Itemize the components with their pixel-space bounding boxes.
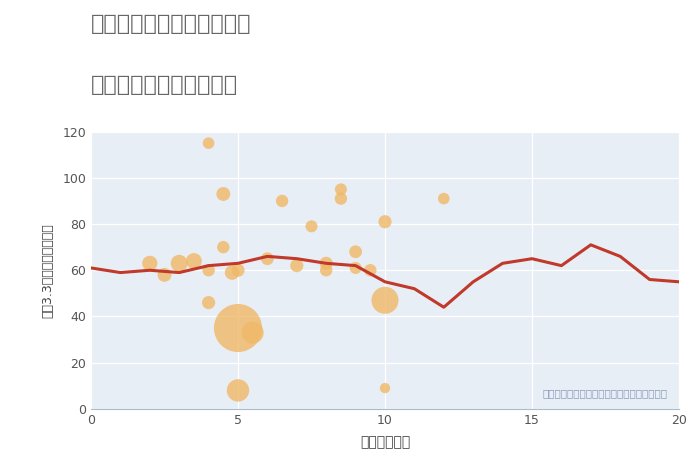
Point xyxy=(232,387,244,394)
X-axis label: 駅距離（分）: 駅距離（分） xyxy=(360,435,410,449)
Point xyxy=(379,297,391,304)
Point xyxy=(174,259,185,267)
Point xyxy=(232,324,244,332)
Point xyxy=(203,266,214,274)
Point xyxy=(350,264,361,272)
Point xyxy=(203,140,214,147)
Point xyxy=(438,195,449,203)
Point xyxy=(321,266,332,274)
Point xyxy=(321,259,332,267)
Point xyxy=(335,186,346,193)
Point xyxy=(276,197,288,205)
Point xyxy=(203,299,214,306)
Point xyxy=(262,255,273,262)
Text: 奈良県磯城郡川西町下永の: 奈良県磯城郡川西町下永の xyxy=(91,14,251,34)
Text: 駅距離別中古戸建て価格: 駅距離別中古戸建て価格 xyxy=(91,75,238,95)
Point xyxy=(379,384,391,392)
Point xyxy=(218,243,229,251)
Point xyxy=(144,259,155,267)
Point xyxy=(350,248,361,256)
Point xyxy=(227,269,238,276)
Point xyxy=(379,218,391,226)
Point xyxy=(188,257,199,265)
Point xyxy=(218,190,229,198)
Point xyxy=(365,266,376,274)
Point xyxy=(335,195,346,203)
Point xyxy=(291,262,302,269)
Point xyxy=(247,329,258,337)
Point xyxy=(232,266,244,274)
Y-axis label: 坪（3.3㎡）単価（万円）: 坪（3.3㎡）単価（万円） xyxy=(41,223,54,318)
Text: 円の大きさは、取引のあった物件面積を示す: 円の大きさは、取引のあった物件面積を示す xyxy=(542,388,667,398)
Point xyxy=(159,271,170,279)
Point xyxy=(306,223,317,230)
